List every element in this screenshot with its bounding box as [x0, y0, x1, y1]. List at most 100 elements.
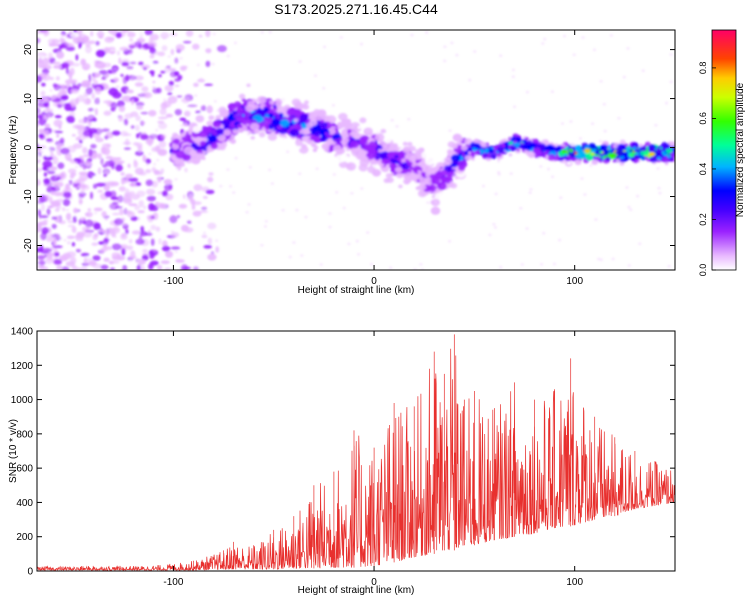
heatmap-cell [79, 173, 89, 181]
heatmap-cell [210, 142, 218, 150]
heatmap-cell [54, 192, 63, 197]
heatmap-cell [60, 147, 70, 155]
heatmap-cell [636, 194, 640, 198]
heatmap-cell [74, 165, 79, 169]
heatmap-cell [632, 146, 637, 151]
heatmap-cell [410, 33, 414, 37]
heatmap-cell [78, 192, 87, 197]
heatmap-cell [152, 80, 156, 84]
colorbar-tick-label: 0.2 [698, 213, 708, 226]
heatmap-cell [51, 216, 58, 220]
heatmap-cell [546, 144, 554, 151]
heatmap-cell [633, 151, 637, 155]
heatmap-cell [360, 187, 364, 190]
heatmap-cell [615, 158, 621, 163]
heatmap-cell [448, 129, 452, 132]
colorbar-tick-label: 0.0 [698, 264, 708, 277]
heatmap-cell [212, 32, 216, 36]
heatmap-cell [155, 128, 159, 132]
heatmap-cell [481, 184, 485, 188]
heatmap-cell [106, 180, 115, 188]
heatmap-cell [145, 160, 149, 164]
heatmap-cell [95, 137, 104, 143]
heatmap-cell [230, 138, 236, 144]
heatmap-cell [205, 189, 215, 195]
heatmap-cell [102, 242, 108, 249]
heatmap-cell [75, 237, 84, 242]
heatmap-cell [51, 38, 60, 45]
heatmap-cell [152, 99, 158, 104]
heatmap-cell [559, 196, 563, 199]
heatmap-cell [44, 123, 51, 128]
heatmap-cell [101, 128, 110, 132]
heatmap-cell [65, 79, 74, 85]
heatmap-cell [111, 226, 121, 234]
heatmap-cell [81, 48, 86, 53]
heatmap-cell [56, 144, 62, 150]
heatmap-cell [89, 191, 94, 200]
x-tick-label: 0 [371, 577, 377, 588]
heatmap-cell [138, 234, 143, 240]
heatmap-cell [116, 195, 124, 203]
heatmap-cell [205, 30, 211, 38]
heatmap-cell [280, 98, 288, 105]
heatmap-cell [105, 231, 110, 239]
heatmap-cell [46, 135, 50, 138]
heatmap-cell [494, 192, 498, 196]
heatmap-cell [40, 90, 46, 97]
heatmap-cell [140, 134, 149, 140]
heatmap-cell [208, 172, 214, 176]
heatmap-cell [139, 231, 148, 237]
heatmap-cell [372, 153, 377, 158]
heatmap-cell [497, 171, 501, 174]
heatmap-cell [167, 55, 171, 58]
heatmap-cell [383, 178, 390, 184]
heatmap-cell [108, 114, 118, 122]
heatmap-cell [295, 208, 299, 212]
heatmap-cell [85, 40, 91, 48]
heatmap-cell [456, 136, 463, 142]
heatmap-cell [332, 173, 336, 176]
heatmap-cell [629, 149, 633, 153]
heatmap-cell [233, 41, 237, 45]
heatmap-cell [162, 36, 166, 40]
heatmap-cell [126, 245, 134, 251]
heatmap-cell [149, 134, 159, 139]
heatmap-cell [42, 248, 52, 253]
heatmap-cell [61, 33, 65, 37]
figure-title: S173.2025.271.16.45.C44 [274, 1, 438, 17]
heatmap-cell [648, 146, 655, 153]
heatmap-cell [167, 92, 173, 96]
heatmap-cell [222, 119, 231, 126]
heatmap-cell [42, 57, 49, 66]
heatmap-cell [198, 34, 203, 38]
heatmap-cell [68, 179, 73, 186]
heatmap-cell [127, 259, 135, 264]
heatmap-cell [226, 168, 230, 171]
heatmap-cell [173, 138, 180, 145]
heatmap-cell [69, 67, 75, 76]
heatmap-cell [37, 179, 41, 186]
heatmap-cell [513, 105, 517, 109]
heatmap-cell [119, 244, 128, 250]
heatmap-cell [200, 105, 207, 112]
heatmap-cell [45, 194, 50, 201]
heatmap-cell [43, 172, 48, 177]
heatmap-cell [81, 63, 91, 71]
heatmap-cell [43, 103, 48, 108]
heatmap-cell [174, 84, 180, 88]
heatmap-cell [269, 100, 275, 105]
heatmap-cell [312, 148, 317, 152]
heatmap-cell [141, 47, 145, 50]
heatmap-cell [192, 43, 200, 50]
heatmap-cell [202, 195, 208, 199]
heatmap-cell [656, 167, 660, 170]
heatmap-cell [128, 52, 132, 55]
heatmap-cell [105, 143, 112, 149]
heatmap-cell [532, 138, 540, 145]
heatmap-cell [612, 158, 617, 163]
heatmap-cell [302, 104, 310, 110]
heatmap-cell [361, 143, 369, 150]
heatmap-cell [115, 255, 126, 261]
heatmap-cell [335, 191, 339, 194]
